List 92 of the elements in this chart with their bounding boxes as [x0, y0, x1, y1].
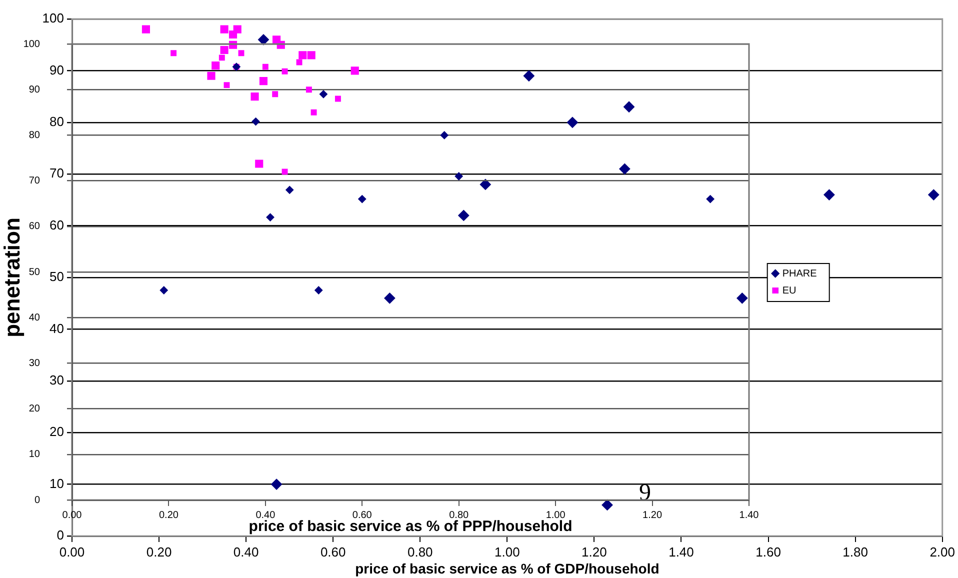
point: [170, 50, 177, 56]
point: [310, 109, 317, 116]
point: [458, 210, 470, 221]
point: [286, 186, 294, 194]
y-axis-title: penetration: [0, 218, 24, 338]
point: [282, 68, 288, 74]
point: [272, 91, 278, 98]
x-tick-label: 1.00: [546, 510, 566, 521]
y-tick-label: 60: [50, 217, 64, 232]
point: [307, 51, 316, 60]
point: [624, 101, 635, 112]
point: [266, 213, 274, 222]
point: [228, 30, 238, 39]
y-tick-label: 30: [50, 372, 64, 388]
point: [384, 292, 396, 304]
point: [602, 499, 613, 510]
point: [306, 86, 312, 93]
y-tick-label: 30: [28, 358, 40, 369]
point: [220, 25, 228, 34]
point: [619, 163, 630, 174]
y-tick-label: 40: [50, 320, 64, 336]
point: [523, 70, 534, 82]
point: [212, 61, 220, 70]
x-tick-label: 0.20: [146, 544, 172, 560]
y-tick-label: 90: [50, 62, 64, 78]
y-tick-label: 50: [28, 266, 40, 278]
point: [706, 195, 714, 204]
x-tick-label: 2.00: [930, 544, 956, 560]
point: [255, 160, 264, 168]
point: [350, 66, 359, 75]
y-tick-label: 70: [28, 176, 40, 187]
point: [824, 189, 835, 200]
x-axis-title: price of basic service as % of PPP/household: [248, 518, 572, 536]
point: [271, 478, 282, 490]
y-tick-label: 10: [50, 476, 64, 491]
point: [296, 59, 302, 66]
x-tick-label: 0.20: [158, 510, 179, 521]
x-tick-label: 0.40: [233, 544, 259, 560]
point: [142, 25, 150, 34]
point: [218, 54, 225, 61]
y-tick-label: 20: [28, 404, 40, 415]
point: [258, 34, 269, 46]
x-tick-label: 0.60: [352, 510, 372, 521]
x-tick-label: 1.60: [756, 544, 781, 560]
point: [334, 96, 341, 102]
point: [262, 64, 268, 70]
x-tick-label: 0.00: [59, 544, 85, 560]
x-tick-label: 0.40: [256, 510, 276, 521]
point: [224, 82, 230, 88]
y-tick-label: 0: [34, 494, 40, 506]
legend-label: PHARE: [782, 268, 818, 280]
legend-label: EU: [782, 285, 796, 296]
x-tick-label: 1.20: [582, 544, 607, 560]
x-tick-label: 1.20: [642, 510, 662, 521]
x-tick-label: 1.00: [494, 544, 520, 560]
x-axis-title: price of basic service as % of GDP/household: [355, 560, 660, 576]
x-tick-label: 1.40: [668, 544, 694, 560]
point: [440, 131, 448, 140]
y-tick-label: 80: [28, 130, 40, 141]
y-tick-label: 40: [28, 312, 40, 324]
x-tick-label: 0.80: [407, 544, 433, 560]
point: [454, 172, 463, 180]
y-tick-label: 70: [50, 166, 64, 181]
point: [282, 168, 288, 175]
y-tick-label: 80: [50, 114, 64, 129]
y-tick-label: 20: [50, 424, 64, 440]
x-tick-label: 1.40: [739, 510, 760, 521]
point: [220, 46, 228, 54]
x-tick-label: 0.80: [449, 510, 470, 521]
point: [480, 178, 491, 190]
x-tick-label: 0.60: [320, 544, 346, 560]
point: [298, 51, 307, 60]
y-tick-label: 100: [42, 10, 64, 26]
point: [319, 90, 328, 98]
point: [252, 118, 260, 126]
y-tick-label: 50: [50, 269, 64, 284]
point: [160, 286, 168, 294]
point: [259, 77, 268, 86]
x-tick-label: 1.80: [842, 544, 868, 560]
y-tick-label: 10: [28, 449, 40, 460]
point: [928, 189, 940, 200]
point: [250, 92, 259, 101]
y-tick-label: 60: [28, 221, 40, 232]
point: [314, 286, 323, 294]
y-tick-label: 100: [23, 38, 40, 50]
point: [736, 292, 748, 304]
point: [566, 116, 578, 128]
y-tick-label: 90: [28, 84, 40, 96]
point: [238, 50, 244, 56]
point: [358, 195, 366, 204]
point: [207, 72, 216, 80]
y-tick-label: 0: [56, 528, 64, 543]
